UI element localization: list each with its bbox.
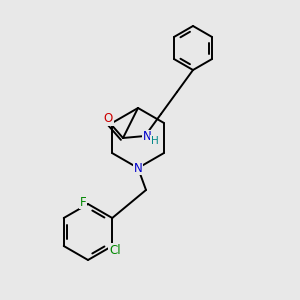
Text: O: O <box>103 112 112 125</box>
Text: Cl: Cl <box>110 244 121 256</box>
Text: F: F <box>80 196 86 208</box>
Text: N: N <box>142 130 152 143</box>
Text: H: H <box>151 136 159 146</box>
Text: N: N <box>134 161 142 175</box>
